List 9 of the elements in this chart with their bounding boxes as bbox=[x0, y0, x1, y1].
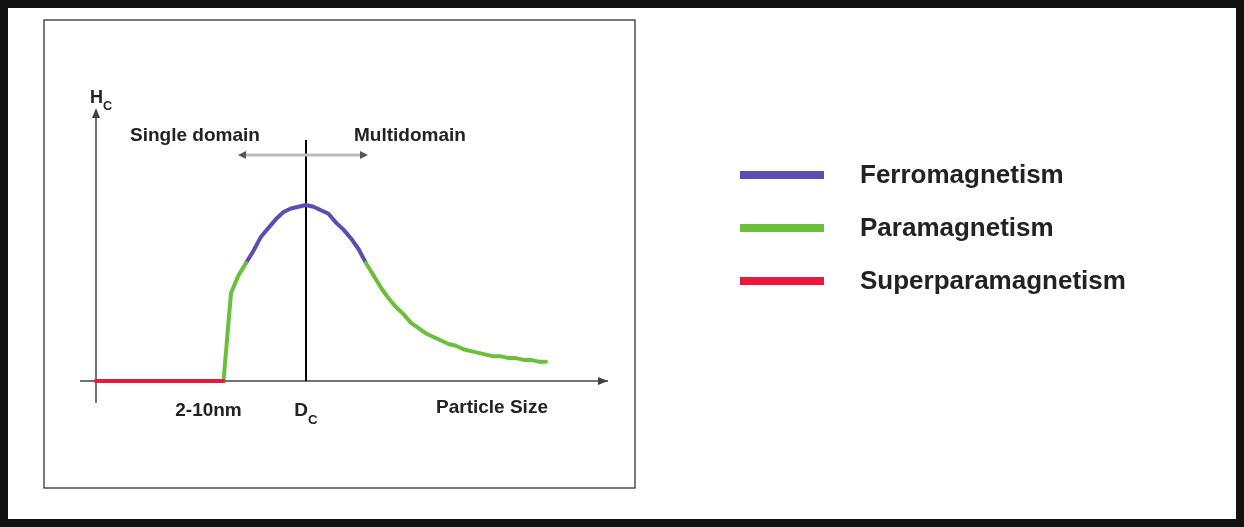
legend-label: Superparamagnetism bbox=[860, 265, 1126, 295]
text: Single domain bbox=[130, 124, 260, 145]
x-axis-title: Particle Size bbox=[436, 396, 548, 417]
text: Multidomain bbox=[354, 124, 466, 145]
x-tick-label: 2-10nm bbox=[175, 399, 242, 420]
legend-label: Paramagnetism bbox=[860, 212, 1054, 242]
x-tick-label: D$_{C}$ bbox=[294, 399, 319, 427]
legend-label: Ferromagnetism bbox=[860, 159, 1064, 189]
text: H$_{C}$ bbox=[89, 87, 113, 113]
